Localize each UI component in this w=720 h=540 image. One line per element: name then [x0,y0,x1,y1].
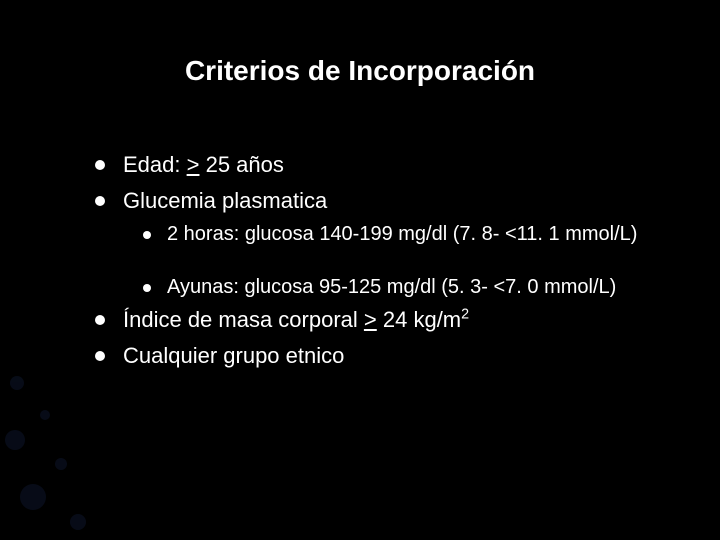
bullet-icon [95,160,105,170]
text-run: 25 años [199,152,283,177]
text-run: Edad: [123,152,187,177]
list-text: 2 horas: glucosa 140-199 mg/dl (7. 8- <1… [167,221,637,248]
list-text: Edad: > 25 años [123,150,284,180]
text-run: 24 kg/m [377,307,461,332]
superscript: 2 [461,307,469,323]
bullet-icon [143,284,151,292]
list-text: Cualquier grupo etnico [123,341,344,371]
bullet-icon [95,351,105,361]
list-text: Glucemia plasmatica [123,186,327,216]
list-text: Ayunas: glucosa 95-125 mg/dl (5. 3- <7. … [167,274,616,301]
list-item: Edad: > 25 años [95,150,695,180]
bullet-icon [95,196,105,206]
slide-title: Criterios de Incorporación [0,55,720,87]
bullet-icon [143,231,151,239]
slide: Criterios de Incorporación Edad: > 25 añ… [0,0,720,540]
list-subitem: Ayunas: glucosa 95-125 mg/dl (5. 3- <7. … [143,274,695,301]
bullet-icon [95,315,105,325]
text-underlined: > [364,307,377,332]
list-subitem: 2 horas: glucosa 140-199 mg/dl (7. 8- <1… [143,221,695,248]
spacer [95,252,695,270]
list-item: Cualquier grupo etnico [95,341,695,371]
text-underlined: > [187,152,200,177]
text-run: Índice de masa corporal [123,307,364,332]
slide-body: Edad: > 25 años Glucemia plasmatica 2 ho… [95,150,695,377]
list-text: Índice de masa corporal > 24 kg/m2 [123,305,469,335]
list-item: Glucemia plasmatica [95,186,695,216]
list-item: Índice de masa corporal > 24 kg/m2 [95,305,695,335]
